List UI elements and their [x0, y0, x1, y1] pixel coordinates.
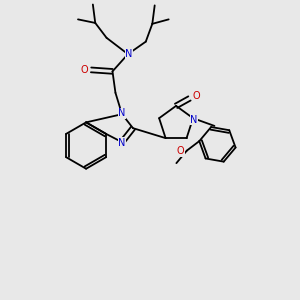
Text: N: N	[118, 138, 126, 148]
Text: N: N	[118, 108, 126, 118]
Text: O: O	[81, 65, 88, 75]
Text: N: N	[190, 115, 198, 125]
Text: O: O	[192, 91, 200, 101]
Text: N: N	[125, 49, 133, 58]
Text: O: O	[176, 146, 184, 156]
